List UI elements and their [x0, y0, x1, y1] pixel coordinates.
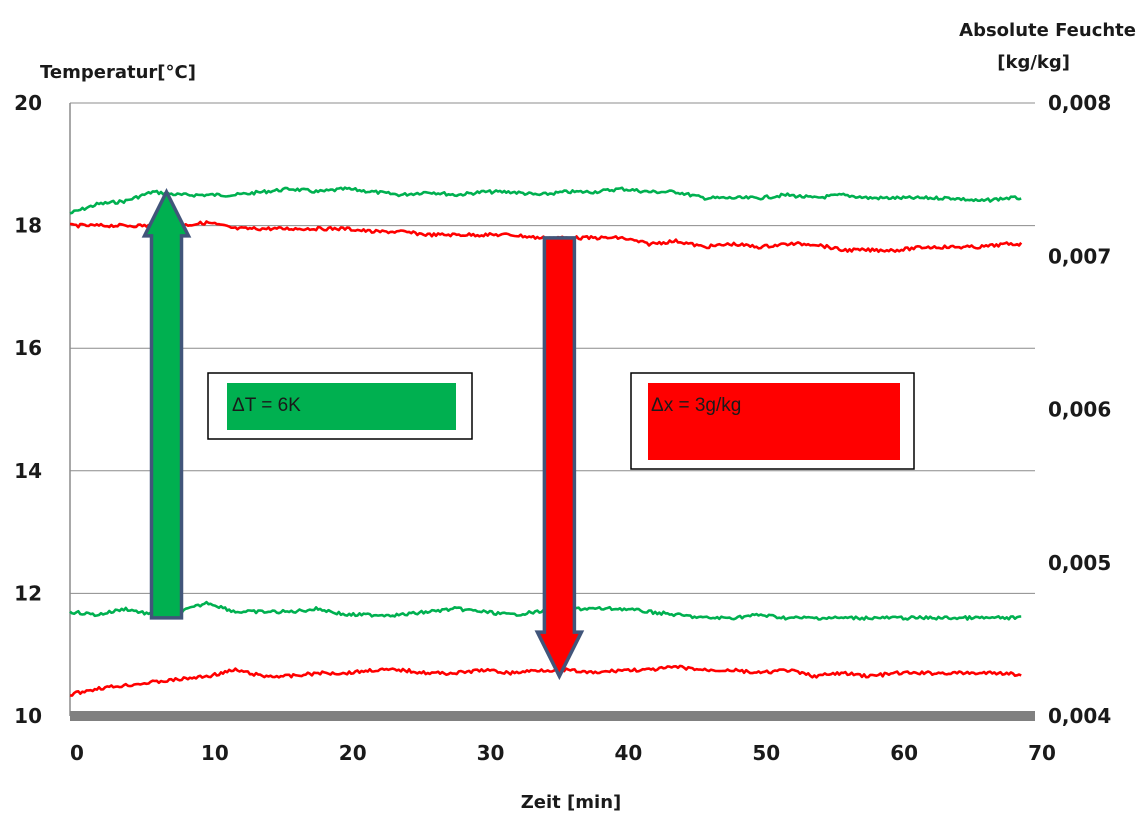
annotation-label: Δx = 3g/kg — [651, 395, 741, 416]
y-right-tick-label: 0,004 — [1048, 704, 1111, 728]
series-line-4 — [69, 664, 1022, 697]
annotation-box-fill — [227, 383, 456, 430]
x-tick-label: 0 — [70, 741, 84, 765]
y-left-tick-label: 20 — [14, 91, 42, 115]
right-axis-title-line2: [kg/kg] — [997, 52, 1070, 73]
x-axis-bar — [70, 711, 1035, 721]
y-left-tick-label: 18 — [14, 214, 42, 238]
annotation-arrow-1 — [141, 187, 192, 620]
left-axis-title: Temperatur[°C] — [40, 62, 196, 83]
y-left-tick-label: 12 — [14, 581, 42, 605]
annotation-arrow-2 — [534, 236, 585, 681]
y-left-tick-label: 16 — [14, 336, 42, 360]
y-right-tick-label: 0,006 — [1048, 398, 1111, 422]
tick-labels: 20 18 16 14 12 10 0,008 0,007 0,006 0,005 0,004 0 10… — [14, 91, 1111, 765]
y-left-tick-label: 10 — [14, 704, 42, 728]
x-axis-title: Zeit [min] — [521, 792, 622, 813]
series-line-1 — [69, 186, 1022, 215]
annotation-box-fill — [648, 383, 900, 460]
y-right-tick-label: 0,008 — [1048, 91, 1111, 115]
x-tick-label: 40 — [615, 741, 643, 765]
y-right-tick-label: 0,007 — [1048, 244, 1111, 268]
right-axis-title-line1: Absolute Feuchte — [959, 20, 1136, 41]
annotation-label: ΔT = 6K — [232, 395, 301, 416]
x-tick-label: 20 — [339, 741, 367, 765]
x-tick-label: 60 — [890, 741, 918, 765]
y-right-tick-label: 0,005 — [1048, 551, 1111, 575]
x-tick-label: 70 — [1028, 741, 1056, 765]
x-tick-label: 30 — [477, 741, 505, 765]
y-left-tick-label: 14 — [14, 459, 42, 483]
annotations: ΔT = 6K Δx = 3g/kg — [141, 187, 915, 681]
x-tick-label: 10 — [201, 741, 229, 765]
x-tick-label: 50 — [752, 741, 780, 765]
